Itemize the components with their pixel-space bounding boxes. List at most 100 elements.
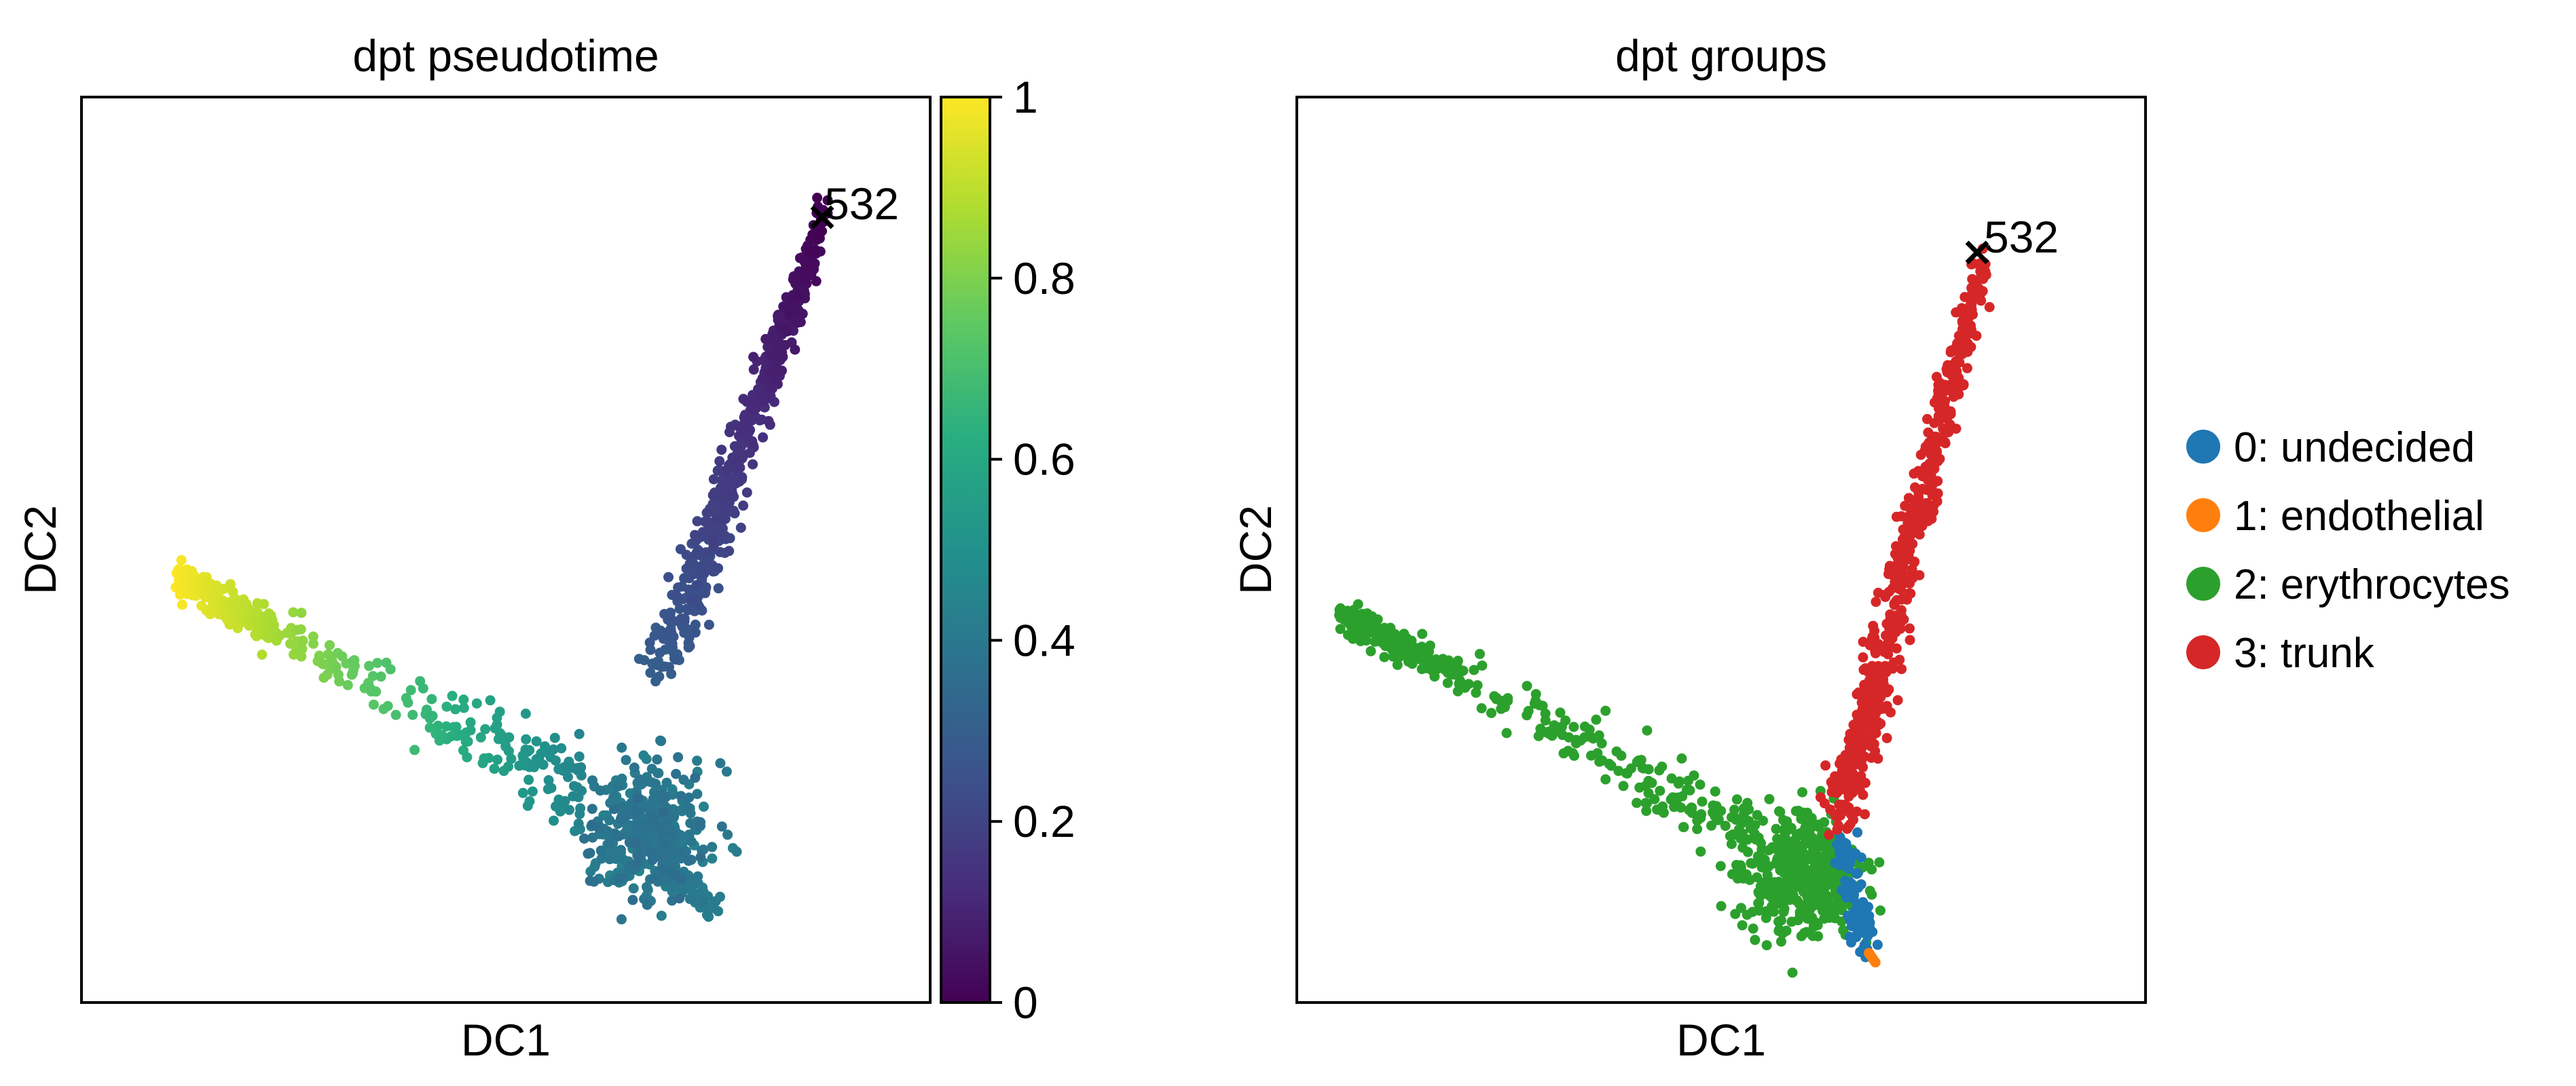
data-point <box>707 534 718 544</box>
data-point <box>1658 807 1669 818</box>
data-point <box>1891 511 1902 522</box>
data-point <box>692 580 703 591</box>
data-point <box>814 231 825 242</box>
data-point <box>692 516 703 527</box>
data-point <box>489 764 500 774</box>
data-point <box>426 694 437 705</box>
data-point <box>1958 379 1969 390</box>
data-point <box>1501 728 1512 738</box>
data-point <box>1873 660 1883 671</box>
data-point <box>748 459 758 470</box>
data-point <box>631 859 642 869</box>
data-point <box>475 732 486 743</box>
data-point <box>1533 731 1544 741</box>
data-point <box>703 508 713 518</box>
legend-marker-endothelial <box>2186 498 2220 532</box>
data-point <box>644 637 655 648</box>
data-point <box>692 755 703 766</box>
panel-title: dpt groups <box>1615 31 1827 81</box>
data-point <box>1733 824 1744 835</box>
data-point <box>257 650 268 660</box>
data-point <box>1773 916 1784 927</box>
data-point <box>642 899 652 910</box>
data-point <box>654 671 665 682</box>
data-point <box>382 700 393 711</box>
data-point <box>1970 282 1981 293</box>
data-point <box>520 709 531 719</box>
data-point <box>690 627 701 638</box>
data-point <box>1815 792 1826 803</box>
data-point <box>767 350 777 360</box>
data-point <box>690 772 701 783</box>
data-point <box>810 244 820 255</box>
data-point <box>1852 868 1862 879</box>
data-point <box>492 719 502 730</box>
data-point <box>485 695 496 706</box>
data-point <box>773 310 784 320</box>
data-point <box>1819 913 1830 924</box>
data-point <box>1906 507 1917 518</box>
data-point <box>1392 660 1403 671</box>
data-point <box>1863 857 1874 868</box>
x-axis-label: DC1 <box>1676 1015 1766 1065</box>
data-point <box>1946 345 1956 356</box>
data-point <box>1382 640 1393 651</box>
data-point <box>1850 733 1860 744</box>
data-point <box>658 789 669 800</box>
data-point <box>1735 833 1746 844</box>
data-point <box>1735 903 1746 914</box>
data-point <box>662 876 673 886</box>
data-point <box>700 588 711 599</box>
data-point <box>697 897 708 908</box>
data-point <box>433 720 443 731</box>
data-point <box>652 768 663 779</box>
data-point <box>1914 486 1925 497</box>
data-point <box>1726 839 1737 849</box>
data-point <box>1781 838 1792 848</box>
data-point <box>615 873 625 884</box>
data-point <box>367 671 378 681</box>
data-point <box>668 852 679 863</box>
data-point <box>1891 643 1902 654</box>
data-point <box>587 832 598 843</box>
data-point <box>727 452 738 463</box>
data-point <box>1866 713 1877 724</box>
data-point <box>1641 806 1652 817</box>
data-point <box>1896 546 1906 557</box>
data-point <box>462 736 473 747</box>
data-point <box>812 192 823 203</box>
x-axis-label: DC1 <box>461 1015 551 1065</box>
data-point <box>1765 906 1775 917</box>
data-point <box>1795 846 1805 856</box>
data-point <box>1858 637 1869 648</box>
data-point <box>1476 703 1487 713</box>
data-point <box>676 791 686 802</box>
data-point <box>480 724 491 734</box>
data-point <box>1417 629 1428 639</box>
data-point <box>564 804 574 815</box>
data-point <box>503 746 514 757</box>
data-point <box>695 821 705 831</box>
data-point <box>728 506 739 516</box>
data-point <box>614 850 625 861</box>
data-point <box>1611 746 1622 757</box>
data-point <box>1966 324 1976 335</box>
data-point <box>1881 630 1891 641</box>
data-point <box>641 822 652 833</box>
data-point <box>678 774 689 785</box>
colorbar-tick-label: 1 <box>1013 72 1038 122</box>
data-point <box>1943 427 1954 438</box>
colorbar-tick-label: 0.2 <box>1013 796 1075 846</box>
data-point <box>447 690 458 701</box>
data-point <box>1486 708 1496 718</box>
data-point <box>795 317 806 327</box>
data-point <box>756 395 767 406</box>
data-point <box>349 660 360 671</box>
data-point <box>708 474 719 485</box>
data-point <box>697 561 707 571</box>
data-point <box>715 758 726 768</box>
data-point <box>1932 432 1943 443</box>
data-point <box>1802 807 1813 818</box>
data-point <box>546 783 557 793</box>
